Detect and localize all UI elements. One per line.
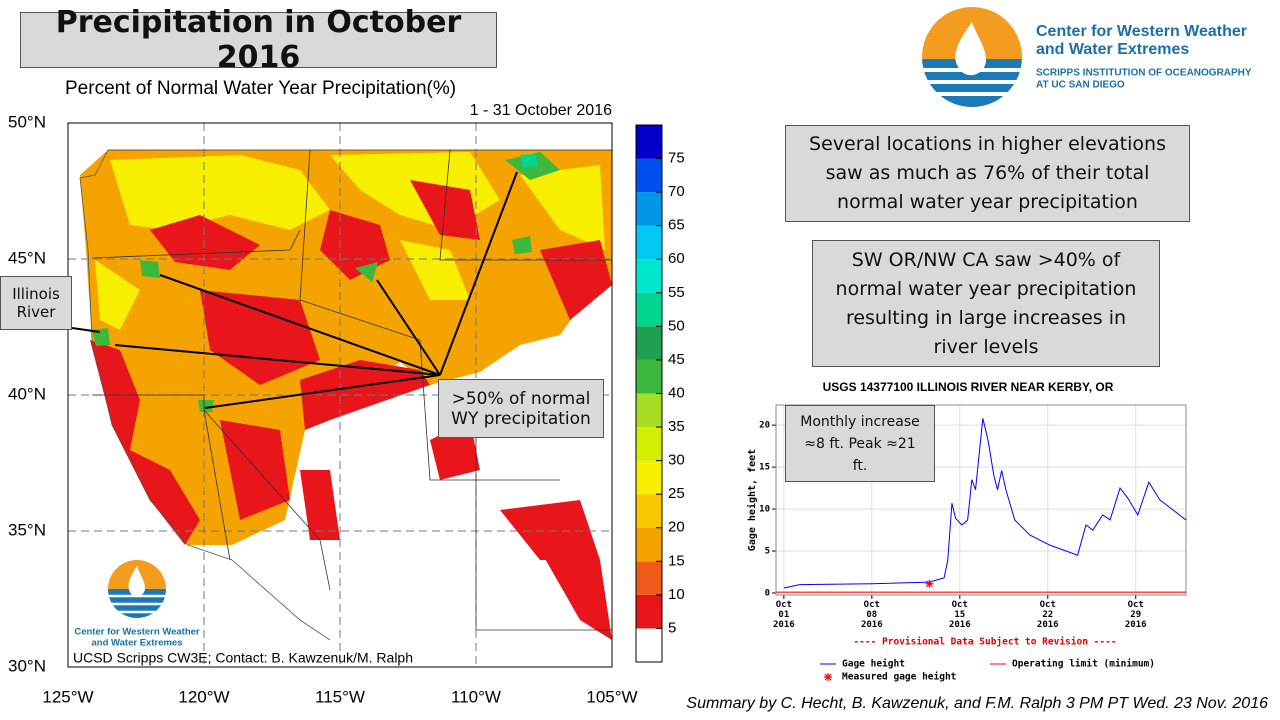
colorbar-swatch xyxy=(636,359,662,394)
colorbar-label: 15 xyxy=(668,552,685,569)
colorbar-swatch xyxy=(636,125,662,159)
colorbar-label: 50 xyxy=(668,317,685,334)
x-tick-label: Oct 22 2016 xyxy=(1036,600,1059,630)
chart-title: USGS 14377100 ILLINOIS RIVER NEAR KERBY,… xyxy=(823,380,1114,394)
colorbar-swatch xyxy=(636,561,662,595)
sw-callout: SW OR/NW CA saw >40% of normal water yea… xyxy=(812,240,1160,367)
colorbar-swatch xyxy=(636,192,662,226)
logo-mark xyxy=(922,7,1022,107)
colorbar-swatch xyxy=(636,494,662,528)
legend-label: Measured gage height xyxy=(842,672,956,683)
colorbar-swatch xyxy=(636,259,662,293)
colorbar-swatch xyxy=(636,225,662,260)
colorbar-swatch xyxy=(636,393,662,428)
callout-lines xyxy=(71,171,518,409)
colorbar-label: 75 xyxy=(668,150,685,167)
wy-callout: >50% of normal WY precipitation xyxy=(438,379,604,438)
map-frame xyxy=(67,122,613,668)
lon-label: 120°W xyxy=(178,687,229,706)
x-tick-label: Oct 01 2016 xyxy=(773,600,795,630)
logo-subtitle: AT UC SAN DIEGO xyxy=(1036,80,1125,91)
colorbar-label: 40 xyxy=(668,384,685,401)
colorbar-swatch xyxy=(636,628,662,662)
illinois-callout: Illinois River xyxy=(0,276,72,330)
colorbar-label: 35 xyxy=(668,418,685,435)
x-tick-label: Oct 29 2016 xyxy=(1124,600,1147,630)
map-credit: UCSD Scripps CW3E; Contact: B. Kawzenuk/… xyxy=(73,650,413,666)
lon-label: 125°W xyxy=(42,687,93,706)
logo-name: Center for Western Weather xyxy=(1036,23,1247,40)
colorbar-swatch xyxy=(636,460,662,495)
y-axis-label: Gage height, feet xyxy=(746,449,758,551)
lat-label: 35°N xyxy=(8,520,46,539)
colorbar-label: 65 xyxy=(668,217,685,234)
logo-name-small: Center for Western Weather xyxy=(74,627,200,638)
hydrograph: 0 5 10 15 20 Gage height Operating limit (mini… xyxy=(759,404,1187,683)
y-tick-label: 0 xyxy=(765,588,770,598)
colorbar-swatch xyxy=(636,326,662,360)
lat-label: 45°N xyxy=(8,248,46,267)
slide-title: Precipitation in October 2016 xyxy=(20,5,497,75)
elevations-callout: Several locations in higher elevations s… xyxy=(785,125,1190,222)
x-tick-label: Oct 08 2016 xyxy=(860,600,883,630)
legend-label: Operating limit (minimum) xyxy=(1012,659,1155,670)
logo-name-small: and Water Extremes xyxy=(92,638,183,649)
monthly-callout: Monthly increase ≈8 ft. Peak ≈21 ft. xyxy=(785,405,935,482)
logo-subtitle: SCRIPPS INSTITUTION OF OCEANOGRAPHY xyxy=(1036,68,1252,79)
lat-label: 40°N xyxy=(8,384,46,403)
x-tick-label: Oct 15 2016 xyxy=(948,600,971,630)
lon-label: 105°W xyxy=(586,687,637,706)
colorbar-swatch xyxy=(636,158,662,193)
measured-point xyxy=(925,579,934,588)
lon-label: 115°W xyxy=(315,687,365,706)
colorbar-label: 60 xyxy=(668,250,685,267)
map-title: Percent of Normal Water Year Precipitati… xyxy=(65,78,456,99)
colorbar-label: 5 xyxy=(668,619,676,636)
colorbar-label: 70 xyxy=(668,183,685,200)
y-tick-label: 10 xyxy=(759,505,770,515)
summary: Summary by C. Hecht, B. Kawzenuk, and F.… xyxy=(686,695,1268,712)
chart-note: ---- Provisional Data Subject to Revisio… xyxy=(853,637,1116,648)
y-tick-label: 20 xyxy=(759,421,770,431)
map-period: 1 - 31 October 2016 xyxy=(470,102,612,119)
colorbar-label: 20 xyxy=(668,519,685,536)
plot-frame xyxy=(775,404,1187,596)
colorbar-label: 55 xyxy=(668,284,685,301)
colorbar-label: 25 xyxy=(668,485,685,502)
y-tick-label: 15 xyxy=(759,463,770,473)
colorbar-swatch xyxy=(636,292,662,327)
colorbar-swatch xyxy=(636,527,662,562)
lat-label: 50°N xyxy=(8,112,46,131)
boundaries xyxy=(79,149,612,641)
colorbar-swatch xyxy=(636,594,662,629)
legend-marker xyxy=(824,673,832,681)
colorbar-label: 30 xyxy=(668,452,685,469)
series-line xyxy=(783,418,1187,589)
logo-name: and Water Extremes xyxy=(1036,41,1189,58)
lon-label: 110°W xyxy=(451,687,501,706)
colorbar-label: 45 xyxy=(668,351,685,368)
colorbar-label: 10 xyxy=(668,586,685,603)
legend-label: Gage height xyxy=(842,659,905,670)
y-tick-label: 5 xyxy=(765,547,770,557)
colorbar-swatch xyxy=(636,427,662,461)
lat-label: 30°N xyxy=(8,656,46,675)
